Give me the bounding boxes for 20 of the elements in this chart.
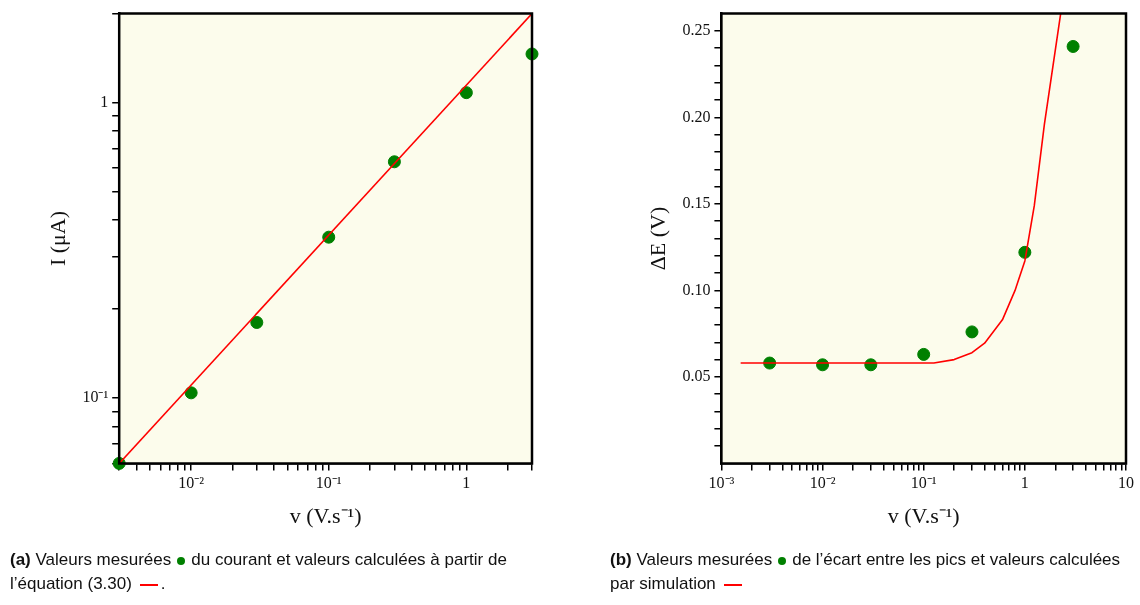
x-axis-title: v (V.s⁻¹) bbox=[887, 502, 960, 528]
x-tick-label: 1 bbox=[462, 474, 471, 492]
x-tick-label: 10⁻¹ bbox=[910, 474, 937, 492]
text: (a) Valeurs mesurées bbox=[10, 550, 172, 569]
y-axis-title: ΔE (V) bbox=[644, 206, 670, 271]
x-tick-label: 10⁻³ bbox=[708, 474, 735, 492]
x-tick-label: 10⁻¹ bbox=[315, 474, 342, 492]
text: (b) Valeurs mesurées bbox=[610, 550, 773, 569]
text: . bbox=[160, 574, 166, 593]
x-tick-label: 10 bbox=[1118, 474, 1134, 492]
x-tick-label: 10⁻² bbox=[809, 474, 836, 492]
x-axis-title: v (V.s⁻¹) bbox=[289, 502, 362, 528]
x-tick-label: 1 bbox=[1020, 474, 1029, 492]
y-tick-label: 0.25 bbox=[682, 21, 711, 39]
x-tick-label: 10⁻² bbox=[178, 474, 205, 492]
y-tick-label: 0.10 bbox=[682, 280, 711, 298]
y-axis-title: I (μA) bbox=[44, 210, 70, 267]
y-tick-label: 0.20 bbox=[682, 107, 711, 125]
y-tick-label: 0.05 bbox=[682, 367, 711, 385]
y-tick-label: 0.15 bbox=[682, 194, 711, 212]
